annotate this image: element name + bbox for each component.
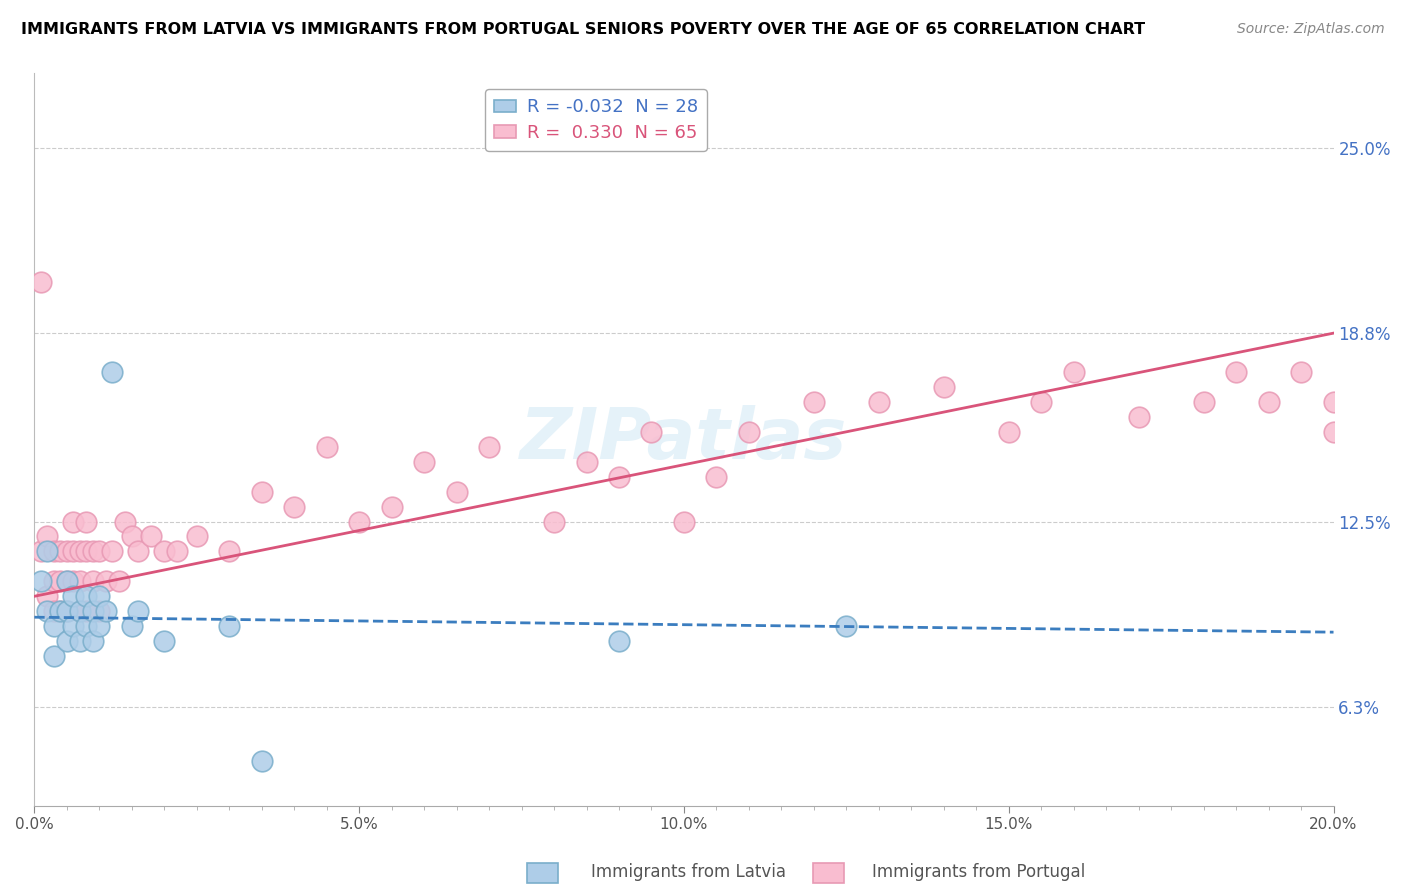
Point [1289,365,1312,379]
Point [114,515,136,529]
Point [75,604,97,618]
Point [82,574,104,589]
Point [153,634,176,648]
Point [101,365,124,379]
Point [1322,395,1344,409]
Point [997,425,1019,439]
Point [108,574,131,589]
Point [127,544,149,558]
Point [30,544,52,558]
Point [478,440,501,454]
Point [607,469,630,483]
Text: Source: ZipAtlas.com: Source: ZipAtlas.com [1237,22,1385,37]
Point [37,589,59,603]
Point [30,275,52,289]
Point [37,529,59,543]
Text: Immigrants from Latvia: Immigrants from Latvia [591,863,786,881]
Point [738,425,761,439]
Point [49,544,72,558]
Text: Immigrants from Portugal: Immigrants from Portugal [872,863,1085,881]
Point [121,529,143,543]
Point [543,515,565,529]
Point [121,619,143,633]
Point [1257,395,1279,409]
Point [803,395,825,409]
Point [82,544,104,558]
Point [141,529,163,543]
Point [37,544,59,558]
Point [42,544,65,558]
Point [56,604,79,618]
Point [75,619,97,633]
Point [49,574,72,589]
Point [56,544,79,558]
Point [69,574,91,589]
Point [62,544,84,558]
Point [69,604,91,618]
Point [250,754,273,768]
Point [42,604,65,618]
Point [218,619,240,633]
Point [381,500,404,514]
Point [101,544,124,558]
Point [56,574,79,589]
Text: IMMIGRANTS FROM LATVIA VS IMMIGRANTS FROM PORTUGAL SENIORS POVERTY OVER THE AGE : IMMIGRANTS FROM LATVIA VS IMMIGRANTS FRO… [21,22,1146,37]
Point [640,425,662,439]
Point [89,589,111,603]
Point [446,484,468,499]
Point [868,395,890,409]
Point [42,619,65,633]
Point [69,604,91,618]
Point [94,604,117,618]
Point [56,604,79,618]
Point [186,529,208,543]
Point [932,380,955,394]
Point [413,455,436,469]
Point [62,515,84,529]
Point [49,604,72,618]
Point [1225,365,1247,379]
Point [69,544,91,558]
Point [42,649,65,664]
Point [1031,395,1053,409]
Point [89,544,111,558]
Point [607,634,630,648]
Point [250,484,273,499]
Legend: R = -0.032  N = 28, R =  0.330  N = 65: R = -0.032 N = 28, R = 0.330 N = 65 [485,89,707,151]
Point [56,574,79,589]
Point [82,634,104,648]
Point [62,589,84,603]
Point [283,500,305,514]
Point [835,619,858,633]
Point [1063,365,1085,379]
Point [37,604,59,618]
Point [82,604,104,618]
Point [166,544,188,558]
Point [56,634,79,648]
Point [75,589,97,603]
Point [575,455,598,469]
Text: ZIPatlas: ZIPatlas [520,405,848,474]
Point [347,515,370,529]
Point [89,619,111,633]
Point [49,604,72,618]
Point [1192,395,1215,409]
Point [94,574,117,589]
Point [706,469,728,483]
Point [62,619,84,633]
Point [1322,425,1344,439]
Point [62,574,84,589]
Point [672,515,695,529]
Point [30,574,52,589]
Point [218,544,240,558]
Point [1128,409,1150,424]
Point [75,544,97,558]
Point [89,604,111,618]
Point [42,574,65,589]
Point [153,544,176,558]
Point [75,515,97,529]
Point [315,440,337,454]
Point [127,604,149,618]
Point [69,634,91,648]
